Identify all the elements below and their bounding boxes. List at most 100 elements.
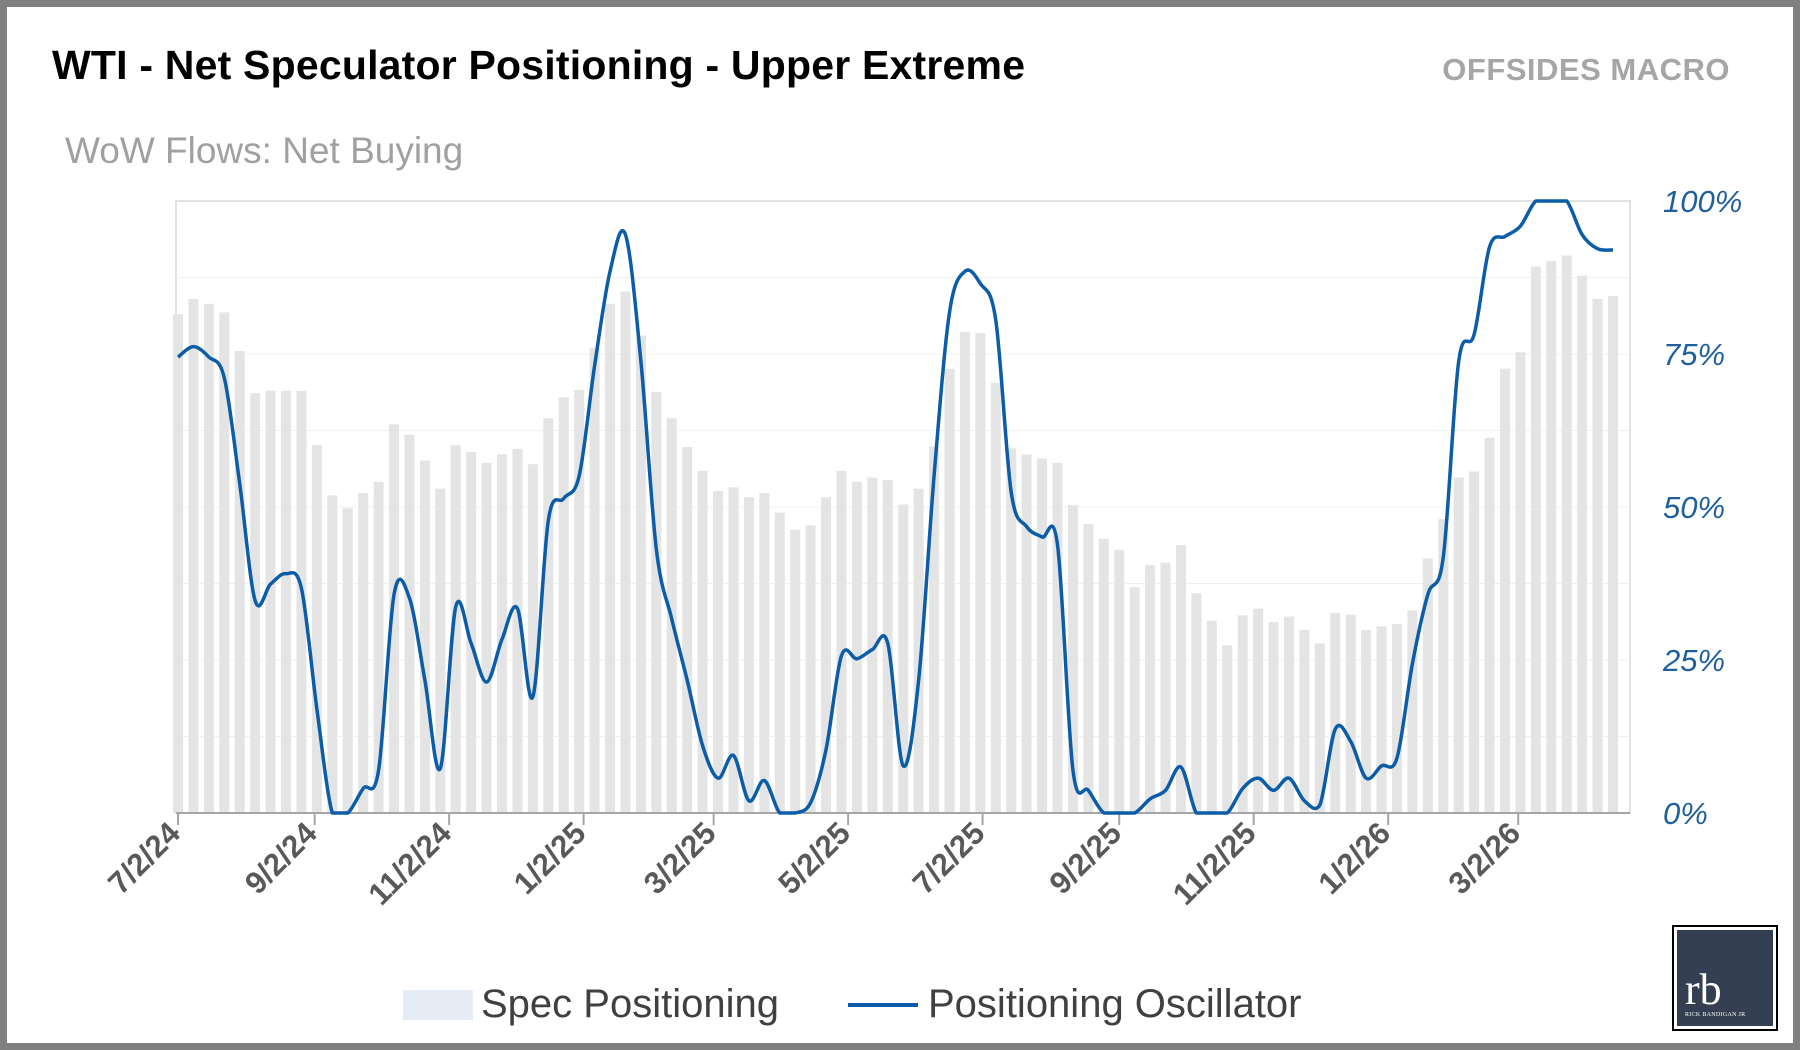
bar <box>1222 645 1233 813</box>
x-tick-label: 9/2/24 <box>238 815 324 901</box>
bar <box>1021 454 1032 813</box>
bar <box>836 470 847 813</box>
bar <box>1206 620 1217 813</box>
logo-name: RICK BANDIGAN JR <box>1685 1012 1746 1018</box>
bar <box>1546 260 1557 813</box>
bar <box>1283 616 1294 813</box>
bar <box>389 424 400 813</box>
bar <box>327 495 338 813</box>
bar <box>435 488 446 813</box>
bar <box>1345 614 1356 813</box>
x-tick-label: 3/2/26 <box>1441 815 1527 901</box>
bar <box>1407 610 1418 813</box>
legend-swatch-line <box>848 1002 918 1007</box>
bar <box>759 492 770 813</box>
bar <box>1160 562 1171 813</box>
bar <box>1067 505 1078 813</box>
bar <box>743 497 754 813</box>
bar <box>605 303 616 813</box>
bar <box>558 397 569 813</box>
bar <box>805 525 816 813</box>
bar <box>1129 587 1140 813</box>
bar <box>311 445 322 813</box>
bar <box>419 460 430 813</box>
bar <box>404 434 415 813</box>
bar <box>574 390 585 813</box>
x-tick-label: 3/2/25 <box>637 815 723 901</box>
chart-title: WTI - Net Speculator Positioning - Upper… <box>52 42 1026 88</box>
y-tick-label: 0% <box>1663 796 1708 831</box>
bar <box>1114 549 1125 813</box>
x-tick-label: 7/2/25 <box>906 815 992 901</box>
bar <box>1268 622 1279 813</box>
legend-label: Spec Positioning <box>481 982 779 1026</box>
bar <box>203 303 214 813</box>
bar <box>1561 255 1572 813</box>
legend-swatch-bar <box>403 989 473 1020</box>
x-tick-label: 11/2/25 <box>1166 815 1263 912</box>
bar <box>1469 471 1480 813</box>
bar <box>296 390 307 813</box>
oscillator-line <box>176 199 1614 815</box>
bar <box>358 492 369 813</box>
bar <box>913 488 924 813</box>
bar <box>234 350 245 813</box>
bar <box>1098 538 1109 813</box>
bar <box>1006 448 1017 813</box>
bar <box>450 445 461 813</box>
y-tick-label: 75% <box>1663 337 1725 372</box>
bar <box>281 390 292 813</box>
bar <box>1499 368 1510 813</box>
bar <box>1391 623 1402 813</box>
bar <box>342 508 353 813</box>
x-tick-label: 1/2/26 <box>1311 815 1397 901</box>
bar <box>1175 544 1186 813</box>
y-tick-label: 25% <box>1662 643 1725 678</box>
bar <box>373 481 384 813</box>
bar <box>1438 519 1449 813</box>
bar <box>589 347 600 813</box>
bar <box>1314 643 1325 813</box>
bar <box>1299 630 1310 813</box>
bar <box>790 529 801 813</box>
y-tick-label: 100% <box>1663 184 1742 219</box>
bar <box>851 481 862 813</box>
bar <box>512 448 523 813</box>
bar <box>713 491 724 813</box>
bar <box>867 477 878 813</box>
bar <box>1330 612 1341 813</box>
bar <box>929 446 940 813</box>
bar <box>774 512 785 813</box>
rb-logo: rb RICK BANDIGAN JR <box>1672 925 1778 1031</box>
bar <box>1237 615 1248 813</box>
bar <box>1376 626 1387 813</box>
legend: Spec Positioning Positioning Oscillator <box>0 982 1800 1038</box>
bar <box>1145 565 1156 813</box>
brand-label: OFFSIDES MACRO <box>1442 52 1730 87</box>
bar <box>543 418 554 813</box>
bar <box>682 447 693 813</box>
x-tick-label: 5/2/25 <box>771 815 857 901</box>
bar <box>1453 477 1464 813</box>
bar <box>1608 295 1618 813</box>
bar <box>651 391 662 813</box>
bar <box>944 368 955 813</box>
bar <box>1577 275 1588 813</box>
bar <box>265 390 276 813</box>
bar <box>898 504 909 813</box>
y-tick-label: 50% <box>1663 490 1725 525</box>
bar <box>728 487 739 813</box>
x-tick-label: 9/2/25 <box>1042 815 1128 901</box>
bar <box>1361 630 1372 813</box>
bar <box>635 335 646 813</box>
bar <box>219 312 230 813</box>
bar <box>1530 266 1541 813</box>
x-tick-label: 7/2/24 <box>101 815 187 901</box>
bar <box>173 314 183 813</box>
legend-item-positioning-oscillator: Positioning Oscillator <box>848 982 1302 1027</box>
bar <box>497 454 508 813</box>
bar <box>1191 593 1202 813</box>
bar <box>821 497 832 813</box>
bar <box>1592 298 1603 813</box>
